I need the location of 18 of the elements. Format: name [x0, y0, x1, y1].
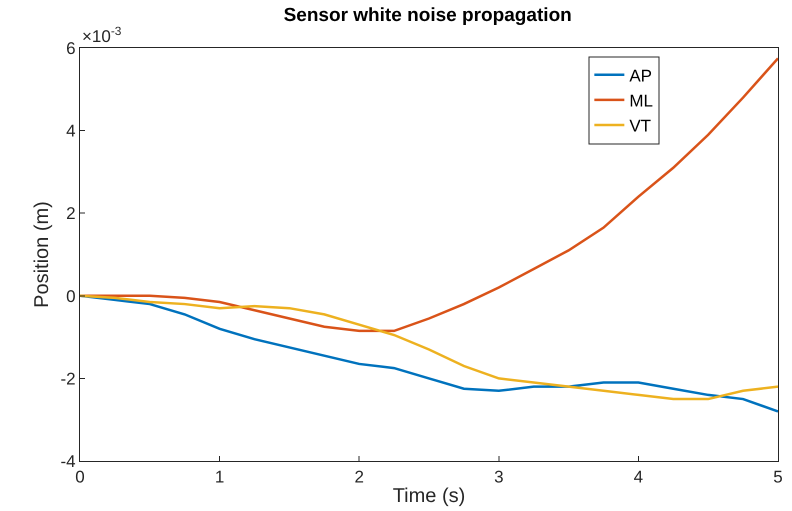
y-tick-label: -4 [60, 452, 76, 471]
legend-label: VT [629, 116, 652, 136]
x-tick-label: 4 [634, 467, 644, 486]
legend-label: ML [629, 92, 653, 111]
y-tick-label: -2 [60, 369, 76, 388]
x-tick-label: 2 [354, 467, 364, 486]
x-axis-title: Time (s) [392, 484, 466, 507]
y-tick-label: 0 [66, 286, 76, 306]
text: ×10$^{-3}$ [82, 24, 122, 46]
chart-title: Sensor white noise propagation [284, 4, 572, 26]
x-tick-label: 5 [773, 467, 783, 486]
y-axis-title: Position (m) [30, 201, 53, 308]
y-tick-label: 4 [66, 122, 76, 141]
y-tick-label: 6 [66, 38, 76, 58]
x-tick-label: 3 [494, 467, 504, 486]
legend-label: AP [629, 66, 652, 86]
x-tick-label: 1 [214, 467, 224, 486]
y-tick-label: 2 [66, 204, 76, 224]
